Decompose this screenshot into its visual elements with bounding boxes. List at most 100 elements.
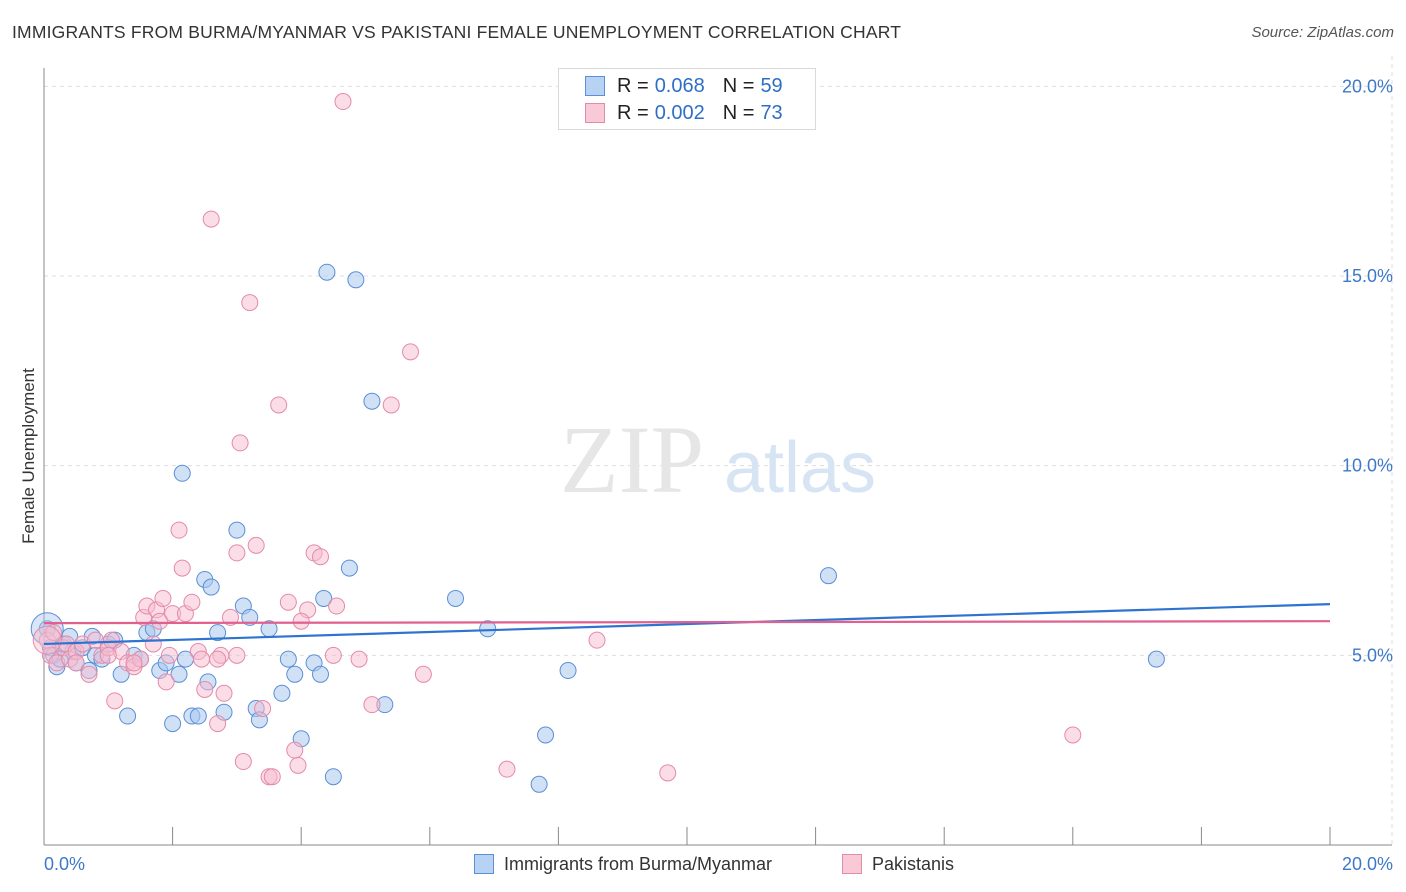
legend-swatch-blue [585, 76, 605, 96]
y-tick-label: 15.0% [1342, 266, 1393, 286]
pakistani-point [286, 741, 304, 759]
pakistani-point [402, 343, 420, 361]
pakistani-point [588, 631, 606, 649]
axes [43, 68, 1392, 846]
burma-point [1147, 650, 1165, 668]
axis-labels: 5.0% 10.0% 15.0% 20.0% 0.0% 20.0% [44, 76, 1393, 874]
burma-point [241, 608, 259, 626]
burma-point [363, 392, 381, 410]
y-tick-label: 10.0% [1342, 456, 1393, 476]
pakistani-point [45, 624, 63, 642]
y-tick-label: 20.0% [1342, 76, 1393, 96]
burma-point [315, 589, 333, 607]
burma-point [311, 665, 329, 683]
burma-point [447, 589, 465, 607]
bottom-legend-burma: Immigrants from Burma/Myanmar [474, 852, 772, 876]
burma-point [209, 624, 227, 642]
pakistani-point [125, 654, 143, 672]
legend-r-value: 0.002 [654, 101, 705, 124]
burma-point [119, 707, 137, 725]
pakistani-point [328, 597, 346, 615]
pakistani-point [311, 548, 329, 566]
burma-point [273, 684, 291, 702]
chart-title: IMMIGRANTS FROM BURMA/MYANMAR VS PAKISTA… [12, 22, 902, 42]
pakistani-point [414, 665, 432, 683]
pakistani-point [157, 673, 175, 691]
pakistani-point [324, 646, 342, 664]
pakistani-point [80, 665, 98, 683]
pakistani-point [209, 650, 227, 668]
legend-n-label: N = [722, 74, 755, 97]
burma-point [279, 650, 297, 668]
legend-swatch-pink [585, 103, 605, 123]
pakistani-point [193, 650, 211, 668]
pakistani-point [263, 768, 281, 786]
legend-r-value: 0.068 [654, 74, 705, 97]
pakistani-point [144, 635, 162, 653]
pakistani-trend-line [43, 620, 1331, 625]
trend-lines [43, 603, 1331, 646]
x-tick-label: 0.0% [44, 854, 85, 874]
pakistani-point [160, 646, 178, 664]
burma-point [173, 464, 191, 482]
grid-lines [44, 56, 1393, 845]
burma-point [324, 768, 342, 786]
legend-r-label: R = [617, 74, 649, 97]
pakistani-point [228, 544, 246, 562]
pakistani-point [196, 680, 214, 698]
burma-point [202, 578, 220, 596]
burma-trend-line [43, 603, 1331, 646]
pakistani-point [173, 559, 191, 577]
pakistani-point [202, 210, 220, 228]
burma-point [537, 726, 555, 744]
y-tick-label: 5.0% [1352, 645, 1393, 665]
pakistani-point [1064, 726, 1082, 744]
burma-point [340, 559, 358, 577]
pakistani-point [241, 294, 259, 312]
pakistani-point [221, 608, 239, 626]
pakistani-point [154, 589, 172, 607]
series-burma-points [30, 263, 1165, 793]
burma-point [819, 567, 837, 585]
bottom-legend-label: Pakistanis [872, 853, 955, 874]
burma-point [170, 665, 188, 683]
pakistani-point [67, 654, 85, 672]
legend-r-label: R = [617, 101, 649, 124]
pakistani-point-large [32, 625, 62, 655]
burma-point [228, 521, 246, 539]
burma-point [559, 662, 577, 680]
legend-n-value: 59 [760, 74, 783, 97]
pakistani-point [231, 434, 249, 452]
series-pakistani-points [32, 93, 1082, 786]
pakistani-point [209, 715, 227, 733]
pakistani-point [106, 692, 124, 710]
legend-n-label: N = [722, 101, 755, 124]
legend-row-pakistani: R = 0.002 N = 73 [585, 101, 783, 125]
pakistani-point [254, 699, 272, 717]
pakistani-point [99, 646, 117, 664]
legend-row-burma: R = 0.068 N = 59 [585, 74, 783, 98]
pakistani-point [215, 684, 233, 702]
x-tick-label: 20.0% [1342, 854, 1393, 874]
bottom-legend-swatch-pink [842, 854, 862, 874]
burma-point [479, 620, 497, 638]
y-axis-title: Female Unemployment [19, 368, 38, 544]
pakistani-point [350, 650, 368, 668]
pakistani-point [234, 753, 252, 771]
burma-point [318, 263, 336, 281]
pakistani-point [228, 646, 246, 664]
watermark: ZIP atlas [560, 406, 876, 513]
source-credit: Source: ZipAtlas.com [1251, 24, 1394, 41]
pakistani-point [270, 396, 288, 414]
pakistani-point [289, 756, 307, 774]
bottom-legend-swatch-blue [474, 854, 494, 874]
pakistani-point [498, 760, 516, 778]
watermark-atlas: atlas [724, 428, 876, 508]
burma-point [530, 775, 548, 793]
pakistani-point [151, 612, 169, 630]
pakistani-point [659, 764, 677, 782]
pakistani-point [247, 536, 265, 554]
burma-point [164, 715, 182, 733]
pakistani-point [363, 696, 381, 714]
